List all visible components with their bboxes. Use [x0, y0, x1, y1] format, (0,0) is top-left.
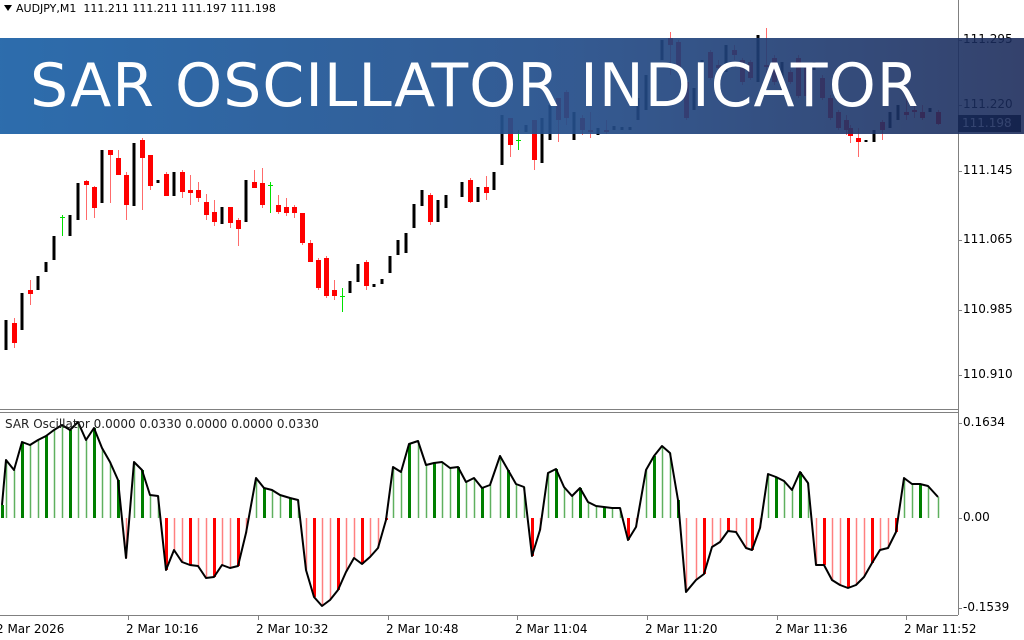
- oscillator-axis-label: 0.1634: [963, 415, 1005, 429]
- oscillator-name: SAR Oscillator: [5, 417, 90, 431]
- time-label: 2 Mar 2026: [0, 622, 65, 636]
- time-label: 2 Mar 10:16: [126, 622, 199, 636]
- ohlc-values: 111.211 111.211 111.197 111.198: [83, 2, 276, 15]
- time-label: 2 Mar 11:04: [515, 622, 588, 636]
- price-label: 110.985: [963, 302, 1013, 316]
- oscillator-line: [1, 421, 939, 607]
- oscillator-histogram: [1, 422, 940, 606]
- time-label: 2 Mar 11:52: [904, 622, 977, 636]
- symbol-header[interactable]: AUDJPY,M1 111.211 111.211 111.197 111.19…: [4, 2, 276, 15]
- time-label: 2 Mar 11:36: [775, 622, 848, 636]
- price-label: 111.065: [963, 232, 1013, 246]
- title-banner: SAR OSCILLATOR INDICATOR: [0, 38, 1024, 134]
- time-ticks: [128, 615, 907, 620]
- collapse-triangle-icon[interactable]: [4, 5, 12, 11]
- oscillator-header: SAR Oscillator 0.0000 0.0330 0.0000 0.00…: [5, 417, 319, 431]
- price-label: 110.910: [963, 367, 1013, 381]
- banner-title: SAR OSCILLATOR INDICATOR: [30, 51, 920, 121]
- oscillator-axis-label: 0.00: [963, 510, 990, 524]
- time-label: 2 Mar 11:20: [645, 622, 718, 636]
- price-label: 111.145: [963, 163, 1013, 177]
- oscillator-values: 0.0000 0.0330 0.0000 0.0000 0.0330: [93, 417, 319, 431]
- symbol-label: AUDJPY,M1: [16, 2, 77, 15]
- oscillator-axis-label: -0.1539: [963, 600, 1010, 614]
- time-label: 2 Mar 10:48: [386, 622, 459, 636]
- time-label: 2 Mar 10:32: [256, 622, 329, 636]
